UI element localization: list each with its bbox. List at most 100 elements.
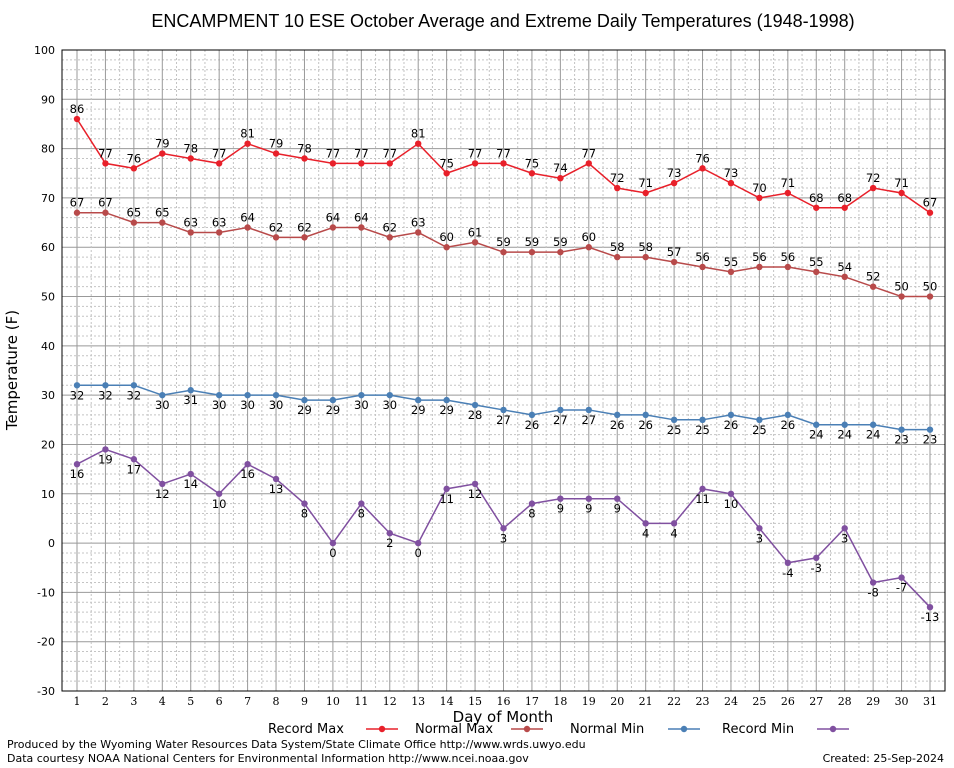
data-label: 11: [695, 492, 710, 506]
data-label: 26: [724, 418, 739, 432]
data-label: 56: [695, 250, 710, 264]
data-label: -13: [921, 610, 940, 624]
data-label: 57: [667, 245, 682, 259]
data-point: [926, 603, 934, 611]
x-tick-label: 5: [187, 695, 194, 708]
x-tick-label: 12: [383, 695, 397, 708]
data-label: 31: [183, 393, 198, 407]
data-point: [415, 396, 422, 404]
data-point: [73, 382, 81, 389]
data-point: [699, 263, 706, 271]
data-label: 58: [610, 240, 625, 254]
data-point: [528, 500, 536, 507]
data-point: [557, 248, 564, 256]
x-tick-label: 31: [923, 695, 937, 708]
x-tick-label: 23: [696, 695, 710, 708]
data-label: 14: [183, 477, 198, 491]
data-label: 26: [638, 418, 653, 432]
data-label: 24: [809, 428, 824, 442]
data-label: 77: [496, 146, 511, 160]
data-label: 16: [70, 467, 85, 481]
legend-label: Normal Max: [415, 722, 493, 737]
data-label: 30: [240, 398, 255, 412]
data-point: [215, 490, 223, 497]
data-point: [869, 184, 877, 192]
x-tick-label: 4: [159, 695, 166, 708]
data-point: [699, 165, 706, 172]
data-point: [415, 539, 422, 547]
data-point: [358, 391, 365, 399]
legend-label: Record Min: [722, 722, 794, 737]
data-label: 0: [329, 546, 336, 560]
x-tick-label: 21: [639, 695, 653, 708]
y-tick-label: 30: [41, 389, 55, 402]
legend-label: Record Max: [268, 722, 344, 737]
data-label: 75: [525, 156, 540, 170]
data-label: 10: [724, 497, 739, 511]
data-label: -3: [811, 561, 822, 575]
data-label: 77: [354, 146, 369, 160]
data-label: 27: [581, 413, 596, 427]
data-label: 8: [358, 507, 365, 521]
data-label: 64: [326, 211, 341, 225]
data-point: [471, 160, 479, 167]
data-point: [215, 391, 223, 399]
data-label: 8: [301, 507, 308, 521]
data-label: 23: [923, 433, 938, 447]
data-label: 59: [525, 235, 540, 249]
data-label: 16: [240, 467, 255, 481]
legend-label: Normal Min: [570, 722, 644, 737]
data-point: [869, 579, 877, 586]
data-point: [926, 209, 934, 216]
data-label: 60: [439, 230, 454, 244]
data-label: 63: [183, 215, 198, 229]
data-label: 56: [752, 250, 767, 264]
data-point: [471, 239, 479, 246]
data-label: 27: [496, 413, 511, 427]
data-point: [272, 234, 280, 241]
data-label: 23: [894, 433, 909, 447]
y-tick-label: 70: [41, 192, 55, 205]
data-label: 13: [269, 482, 284, 496]
data-point: [926, 426, 934, 433]
y-tick-label: 10: [41, 488, 55, 501]
data-point: [386, 234, 393, 241]
data-point: [415, 229, 422, 236]
data-point: [500, 525, 507, 532]
data-label: 73: [724, 166, 739, 180]
data-label: 3: [500, 531, 507, 545]
x-tick-label: 10: [326, 695, 340, 708]
data-label: 26: [610, 418, 625, 432]
data-label: 19: [98, 452, 113, 466]
legend-marker: [680, 725, 688, 733]
data-label: 79: [269, 137, 284, 151]
data-point: [699, 485, 706, 493]
data-point: [898, 426, 905, 433]
data-label: 0: [415, 546, 422, 560]
data-point: [670, 520, 678, 527]
data-label: 30: [155, 398, 170, 412]
data-point: [471, 401, 479, 409]
data-point: [869, 421, 877, 428]
x-tick-label: 8: [273, 695, 280, 708]
data-point: [841, 273, 848, 281]
data-label: 11: [439, 492, 454, 506]
data-point: [159, 391, 166, 399]
data-point: [443, 396, 450, 404]
x-tick-label: 7: [244, 695, 251, 708]
data-point: [557, 495, 564, 502]
data-label: 29: [297, 403, 312, 417]
data-point: [272, 475, 280, 483]
data-label: 26: [525, 418, 540, 432]
data-point: [727, 179, 735, 187]
plot-grid: [62, 49, 945, 692]
data-label: 9: [614, 502, 621, 516]
data-point: [358, 160, 365, 167]
data-point: [784, 411, 792, 419]
data-point: [756, 525, 763, 532]
data-point: [585, 244, 592, 251]
data-point: [557, 406, 564, 414]
data-point: [727, 490, 735, 497]
x-tick-label: 9: [301, 695, 308, 708]
data-label: 2: [386, 536, 393, 550]
